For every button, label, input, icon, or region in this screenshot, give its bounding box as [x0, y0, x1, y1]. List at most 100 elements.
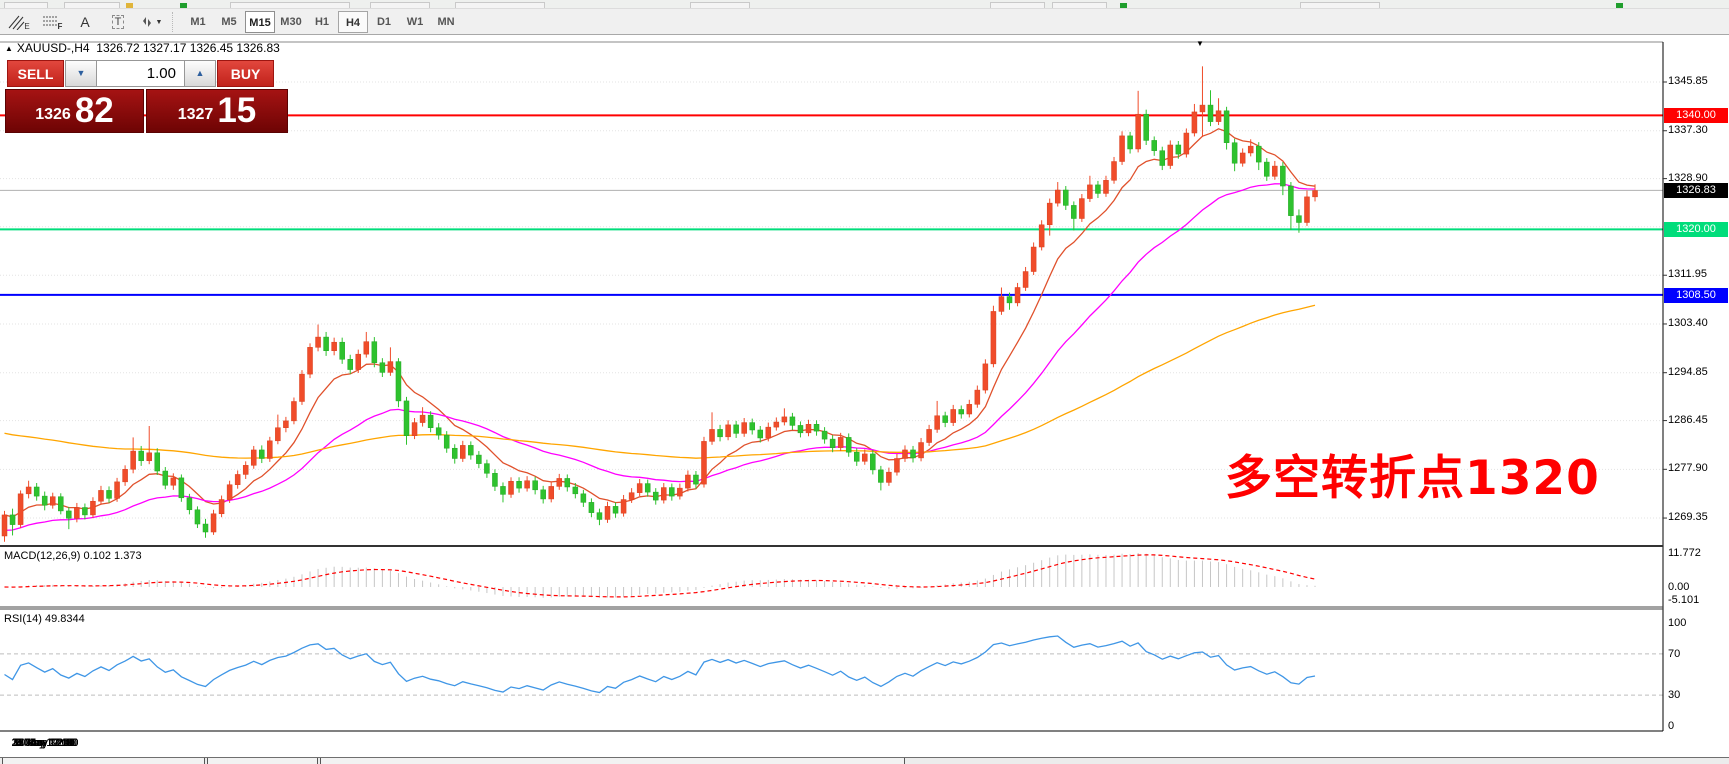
moving-average-9 [4, 128, 1316, 518]
candle-body [283, 420, 289, 428]
date-axis-label: 29 May 12:00 [11, 737, 79, 749]
price-axis-label: 1269.35 [1668, 511, 1708, 524]
candle-body [339, 341, 345, 360]
candle-body [878, 469, 884, 483]
buy-button[interactable]: BUY [217, 60, 274, 87]
chart-corner-icon[interactable]: ▼ [1196, 39, 1204, 48]
candle-body [1264, 161, 1270, 177]
candles-layer [1, 66, 1318, 542]
volume-input[interactable] [96, 60, 185, 87]
arrows-tool-button[interactable]: ▼ [136, 11, 166, 33]
moving-average-110 [4, 304, 1316, 459]
timeframe-w1-button[interactable]: W1 [406, 16, 424, 28]
text-box-tool-button[interactable]: T [103, 11, 133, 33]
clipped-button[interactable] [455, 2, 545, 8]
date-axis-label: 7 May 12:00 [14, 737, 76, 749]
candle-body [1199, 104, 1206, 113]
timeframe-mn-button[interactable]: MN [437, 16, 455, 28]
pivot-line-badge: 1320.00 [1664, 222, 1728, 238]
clipped-button[interactable] [64, 2, 120, 8]
macd-indicator-label: MACD(12,26,9) 0.102 1.373 [4, 550, 142, 562]
candle-body [1111, 161, 1117, 181]
candle-body [508, 481, 514, 495]
candle-body [934, 415, 940, 430]
timeframe-m5-button[interactable]: M5 [221, 16, 237, 28]
bottom-tab-segment[interactable] [320, 758, 905, 764]
candle-body [1215, 110, 1222, 122]
candle-body [572, 486, 579, 495]
rsi-indicator-label: RSI(14) 49.8344 [4, 613, 85, 625]
clipped-button[interactable] [370, 2, 430, 8]
candle-body [242, 465, 249, 475]
clipped-button[interactable] [4, 2, 48, 8]
candle-body [1304, 196, 1310, 223]
macd-signal-line [4, 554, 1316, 598]
bottom-tab-segment[interactable] [2, 758, 205, 764]
clipped-icon[interactable] [1120, 3, 1127, 8]
candle-body [669, 487, 675, 497]
timeframe-h4-button[interactable]: H4 [338, 11, 368, 33]
clipped-button[interactable] [230, 2, 350, 8]
candle-body [90, 500, 96, 516]
candle-body [259, 449, 265, 459]
chart-window[interactable]: ▲ XAUUSD-,H4 1326.72 1327.17 1326.45 1326… [0, 35, 1729, 757]
timeframe-m15-button[interactable]: M15 [245, 11, 275, 33]
macd-axis-label: 0.00 [1668, 581, 1690, 593]
drawing-and-timeframe-toolbar: E F A T ▼ M1 M5 M15 M30 H1 H4 D1 W1 MN [0, 10, 1729, 34]
candle-body [918, 442, 924, 459]
chart-collapse-icon[interactable]: ▲ [5, 44, 13, 53]
chart-canvas[interactable] [0, 35, 1729, 757]
channel-lines-tool-button[interactable]: E [4, 11, 34, 33]
text-label-tool-button[interactable]: A [80, 14, 90, 30]
candle-body [1095, 184, 1101, 194]
price-axis-label: 1294.85 [1668, 365, 1708, 378]
candle-body [291, 401, 297, 422]
candle-body [1175, 144, 1182, 155]
clipped-icon[interactable] [1616, 3, 1623, 8]
candle-body [218, 499, 225, 515]
candle-body [733, 424, 739, 434]
candle-body [226, 484, 233, 500]
candle-body [363, 341, 370, 355]
sell-button[interactable]: SELL [7, 60, 64, 87]
candle-body [1280, 165, 1286, 187]
clipped-toolbar-row [0, 0, 1729, 9]
price-axis-label: 1337.30 [1668, 123, 1708, 136]
price-axis-label: 1328.90 [1668, 171, 1708, 184]
candle-body [315, 336, 321, 348]
volume-decrease-button[interactable]: ▼ [65, 60, 97, 87]
candle-body [677, 487, 683, 497]
timeframe-h1-button[interactable]: H1 [314, 16, 330, 28]
fibonacci-tool-button[interactable]: F [42, 16, 63, 31]
timeframe-m1-button[interactable]: M1 [190, 16, 206, 28]
rsi-axis-label: 100 [1668, 617, 1687, 629]
ask-price-box[interactable]: 1327 15 [146, 89, 288, 133]
volume-increase-button[interactable]: ▲ [184, 60, 216, 87]
clipped-button[interactable] [1300, 2, 1380, 8]
candle-body [829, 438, 836, 448]
clipped-icon[interactable] [180, 3, 187, 8]
candle-body [926, 429, 932, 443]
candle-body [1239, 152, 1246, 164]
candle-body [419, 414, 426, 423]
timeframe-m30-button[interactable]: M30 [280, 16, 302, 28]
clipped-icon[interactable] [126, 3, 133, 8]
bid-price-box[interactable]: 1326 82 [5, 89, 144, 133]
candle-body [387, 361, 394, 373]
candle-body [813, 424, 820, 432]
clipped-button[interactable] [1052, 2, 1107, 8]
candle-body [49, 496, 56, 506]
candle-body [982, 363, 989, 391]
candle-body [186, 497, 193, 511]
candle-body [275, 427, 281, 442]
toolbar-separator [172, 12, 177, 32]
bid-pips-digits: 82 [74, 91, 114, 130]
timeframe-d1-button[interactable]: D1 [376, 16, 392, 28]
price-axis-label: 1345.85 [1668, 75, 1708, 87]
bottom-tab-segment[interactable] [207, 758, 318, 764]
clipped-button[interactable] [690, 2, 750, 8]
clipped-button[interactable] [990, 2, 1045, 8]
candle-body [347, 359, 353, 370]
candle-body [41, 495, 48, 506]
candle-body [9, 514, 16, 525]
